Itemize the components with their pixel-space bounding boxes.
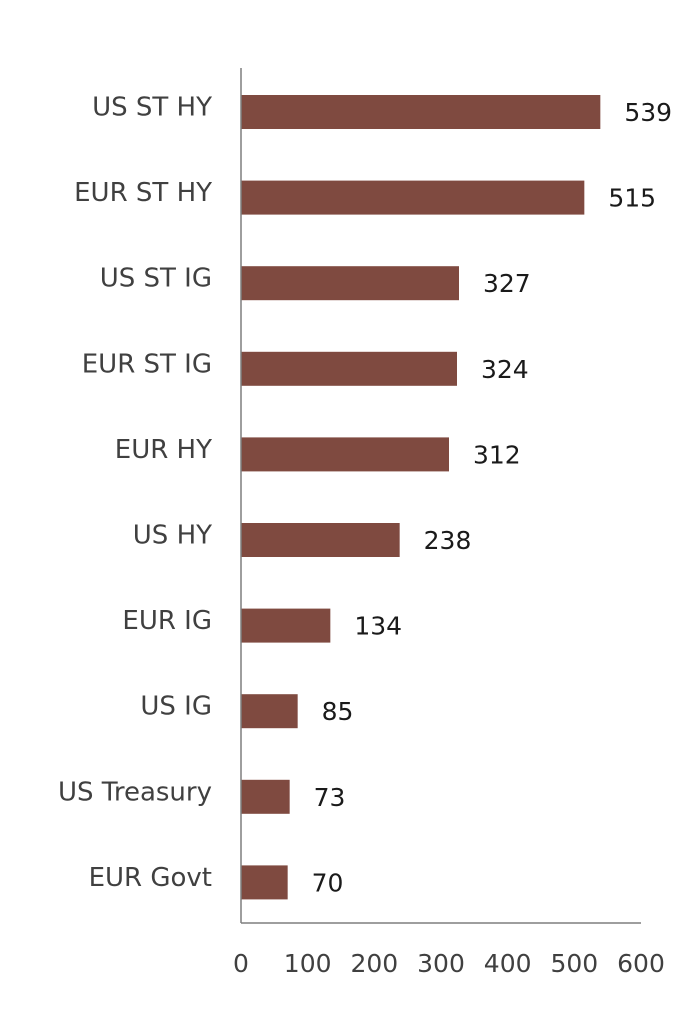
value-label: 324 [481,355,529,384]
bar-6 [241,608,331,643]
category-label: US Treasury [58,777,212,807]
category-label: EUR IG [122,606,212,636]
bar-9 [241,865,288,900]
bar-7 [241,694,298,729]
bars-group [241,95,601,900]
value-label: 238 [424,526,472,555]
value-label: 85 [322,697,354,726]
value-label: 134 [354,612,402,641]
x-tick-label: 300 [417,949,465,978]
category-label: EUR ST IG [82,349,212,379]
bar-5 [241,523,400,557]
bar-1 [241,180,585,215]
x-tick-label: 400 [484,949,532,978]
x-tick-label: 0 [233,949,249,978]
bar-8 [241,779,290,814]
bar-3 [241,351,457,386]
value-label: 70 [312,868,344,897]
value-label: 327 [483,269,531,298]
category-label: US ST HY [92,93,212,123]
value-label: 539 [624,98,672,127]
value-labels-group: 539 515 327 324 312 238 134 85 73 70 [312,98,672,897]
category-label: US ST IG [100,264,212,294]
category-label: EUR ST HY [74,178,212,208]
x-tick-labels-group: 0 100 200 300 400 500 600 [233,949,665,978]
category-label: US HY [133,521,212,551]
x-tick-label: 100 [284,949,332,978]
bar-2 [241,266,459,301]
category-label: EUR Govt [89,863,212,893]
x-tick-label: 500 [550,949,598,978]
value-label: 73 [314,783,346,812]
value-label: 515 [608,184,656,213]
category-label: EUR HY [115,435,212,465]
value-label: 312 [473,440,521,469]
x-tick-label: 600 [617,949,665,978]
x-tick-label: 200 [350,949,398,978]
category-labels-group: US ST HY EUR ST HY US ST IG EUR ST IG EUR HY… [58,93,212,893]
bar-4 [241,437,449,472]
category-label: US IG [140,692,212,722]
bar-0 [241,95,601,129]
